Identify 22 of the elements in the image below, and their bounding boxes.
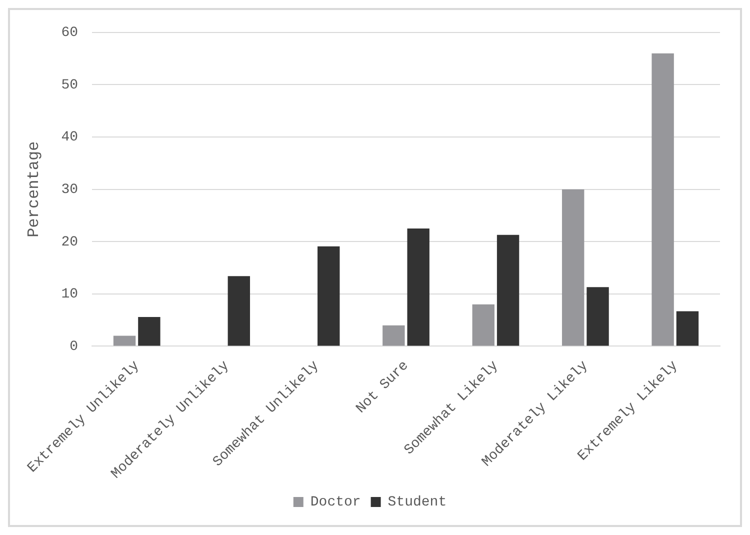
bar <box>382 325 405 346</box>
y-tick-label: 50 <box>61 77 78 94</box>
y-tick-label: 60 <box>61 25 78 42</box>
bar <box>586 287 609 346</box>
y-tick-label: 40 <box>61 130 78 146</box>
bar <box>407 228 430 346</box>
bar <box>138 316 160 346</box>
y-tick-label: 30 <box>61 182 78 198</box>
bar <box>113 336 136 346</box>
bar <box>562 189 584 346</box>
legend-label: Student <box>388 494 447 511</box>
y-tick-label: 20 <box>61 234 78 250</box>
legend-label: Doctor <box>310 494 361 511</box>
bar <box>472 304 494 346</box>
bar <box>496 234 520 346</box>
bar <box>652 53 674 346</box>
y-axis-title: Percentage <box>24 141 43 238</box>
y-tick-label: 10 <box>61 286 78 303</box>
bar <box>676 311 699 346</box>
bar <box>318 246 340 346</box>
y-tick-label: 0 <box>70 338 78 355</box>
bar <box>228 276 250 346</box>
